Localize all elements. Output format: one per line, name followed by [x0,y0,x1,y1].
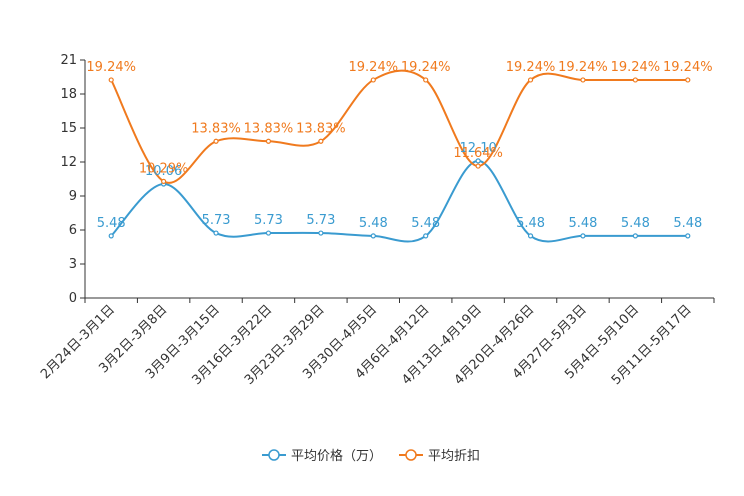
data-point [108,77,114,83]
legend-marker [268,449,280,461]
data-labels: 5.48 10.06 5.73 5.73 5.73 5.48 5.48 12.10 5.48 5.… [86,60,712,231]
y-tick-label: 0 [69,291,77,306]
data-point [632,233,638,239]
data-label: 19.24% [349,60,399,75]
data-label: 19.24% [506,60,556,75]
data-label: 13.83% [296,121,346,136]
data-label: 13.83% [244,121,294,136]
data-label: 19.24% [663,60,713,75]
data-point [108,233,114,239]
data-label: 5.48 [568,216,597,231]
legend-label: 平均折扣 [428,449,480,464]
data-point [265,138,272,144]
data-point [475,158,481,164]
y-tick-label: 3 [69,257,77,272]
data-point [580,233,586,239]
data-label: 5.48 [516,216,545,231]
y-tick-label: 18 [60,87,77,102]
y-tick-label: 6 [69,223,77,238]
data-label: 19.24% [558,60,608,75]
data-point [475,163,481,169]
y-tick-label: 9 [69,189,77,204]
data-point [423,77,429,83]
data-point [423,233,429,239]
data-label: 5.48 [411,216,440,231]
legend[interactable]: 平均价格（万） 平均折扣 [262,448,480,464]
data-label: 5.73 [306,213,335,228]
data-point [213,230,219,236]
data-point [370,233,376,239]
series-points [108,77,691,239]
y-tick-label: 15 [60,121,77,136]
data-label: 10.06 [145,164,182,179]
y-tick-label: 21 [60,53,77,68]
data-point [527,77,534,83]
legend-label: 平均价格（万） [291,448,382,464]
data-label: 19.24% [611,60,661,75]
data-point [580,77,586,83]
data-label: 13.83% [191,121,241,136]
data-point [685,77,691,83]
data-label: 10.29% [139,161,189,176]
data-label: 5.73 [202,213,231,228]
data-label: 5.73 [254,213,283,228]
data-point [527,233,534,239]
data-label: 5.48 [97,216,126,231]
legend-item-2[interactable]: 平均折扣 [399,449,480,464]
data-label: 12.10 [460,141,497,156]
legend-item-1[interactable]: 平均价格（万） [262,448,382,464]
data-label: 5.48 [673,216,702,231]
data-label: 19.24% [86,60,136,75]
legend-marker [405,449,417,461]
y-tick-label: 12 [60,155,77,170]
data-label: 5.48 [359,216,388,231]
data-point [370,77,376,83]
data-label: 19.24% [401,60,451,75]
data-label: 5.48 [621,216,650,231]
data-point [318,138,324,144]
data-label: 11.64% [453,146,503,161]
series-lines [110,69,688,243]
data-point [213,138,219,144]
data-point [161,178,167,184]
data-point [632,77,638,83]
data-point [265,230,272,236]
data-point [318,230,324,236]
series-line-1 [110,159,688,243]
data-point [685,233,691,239]
